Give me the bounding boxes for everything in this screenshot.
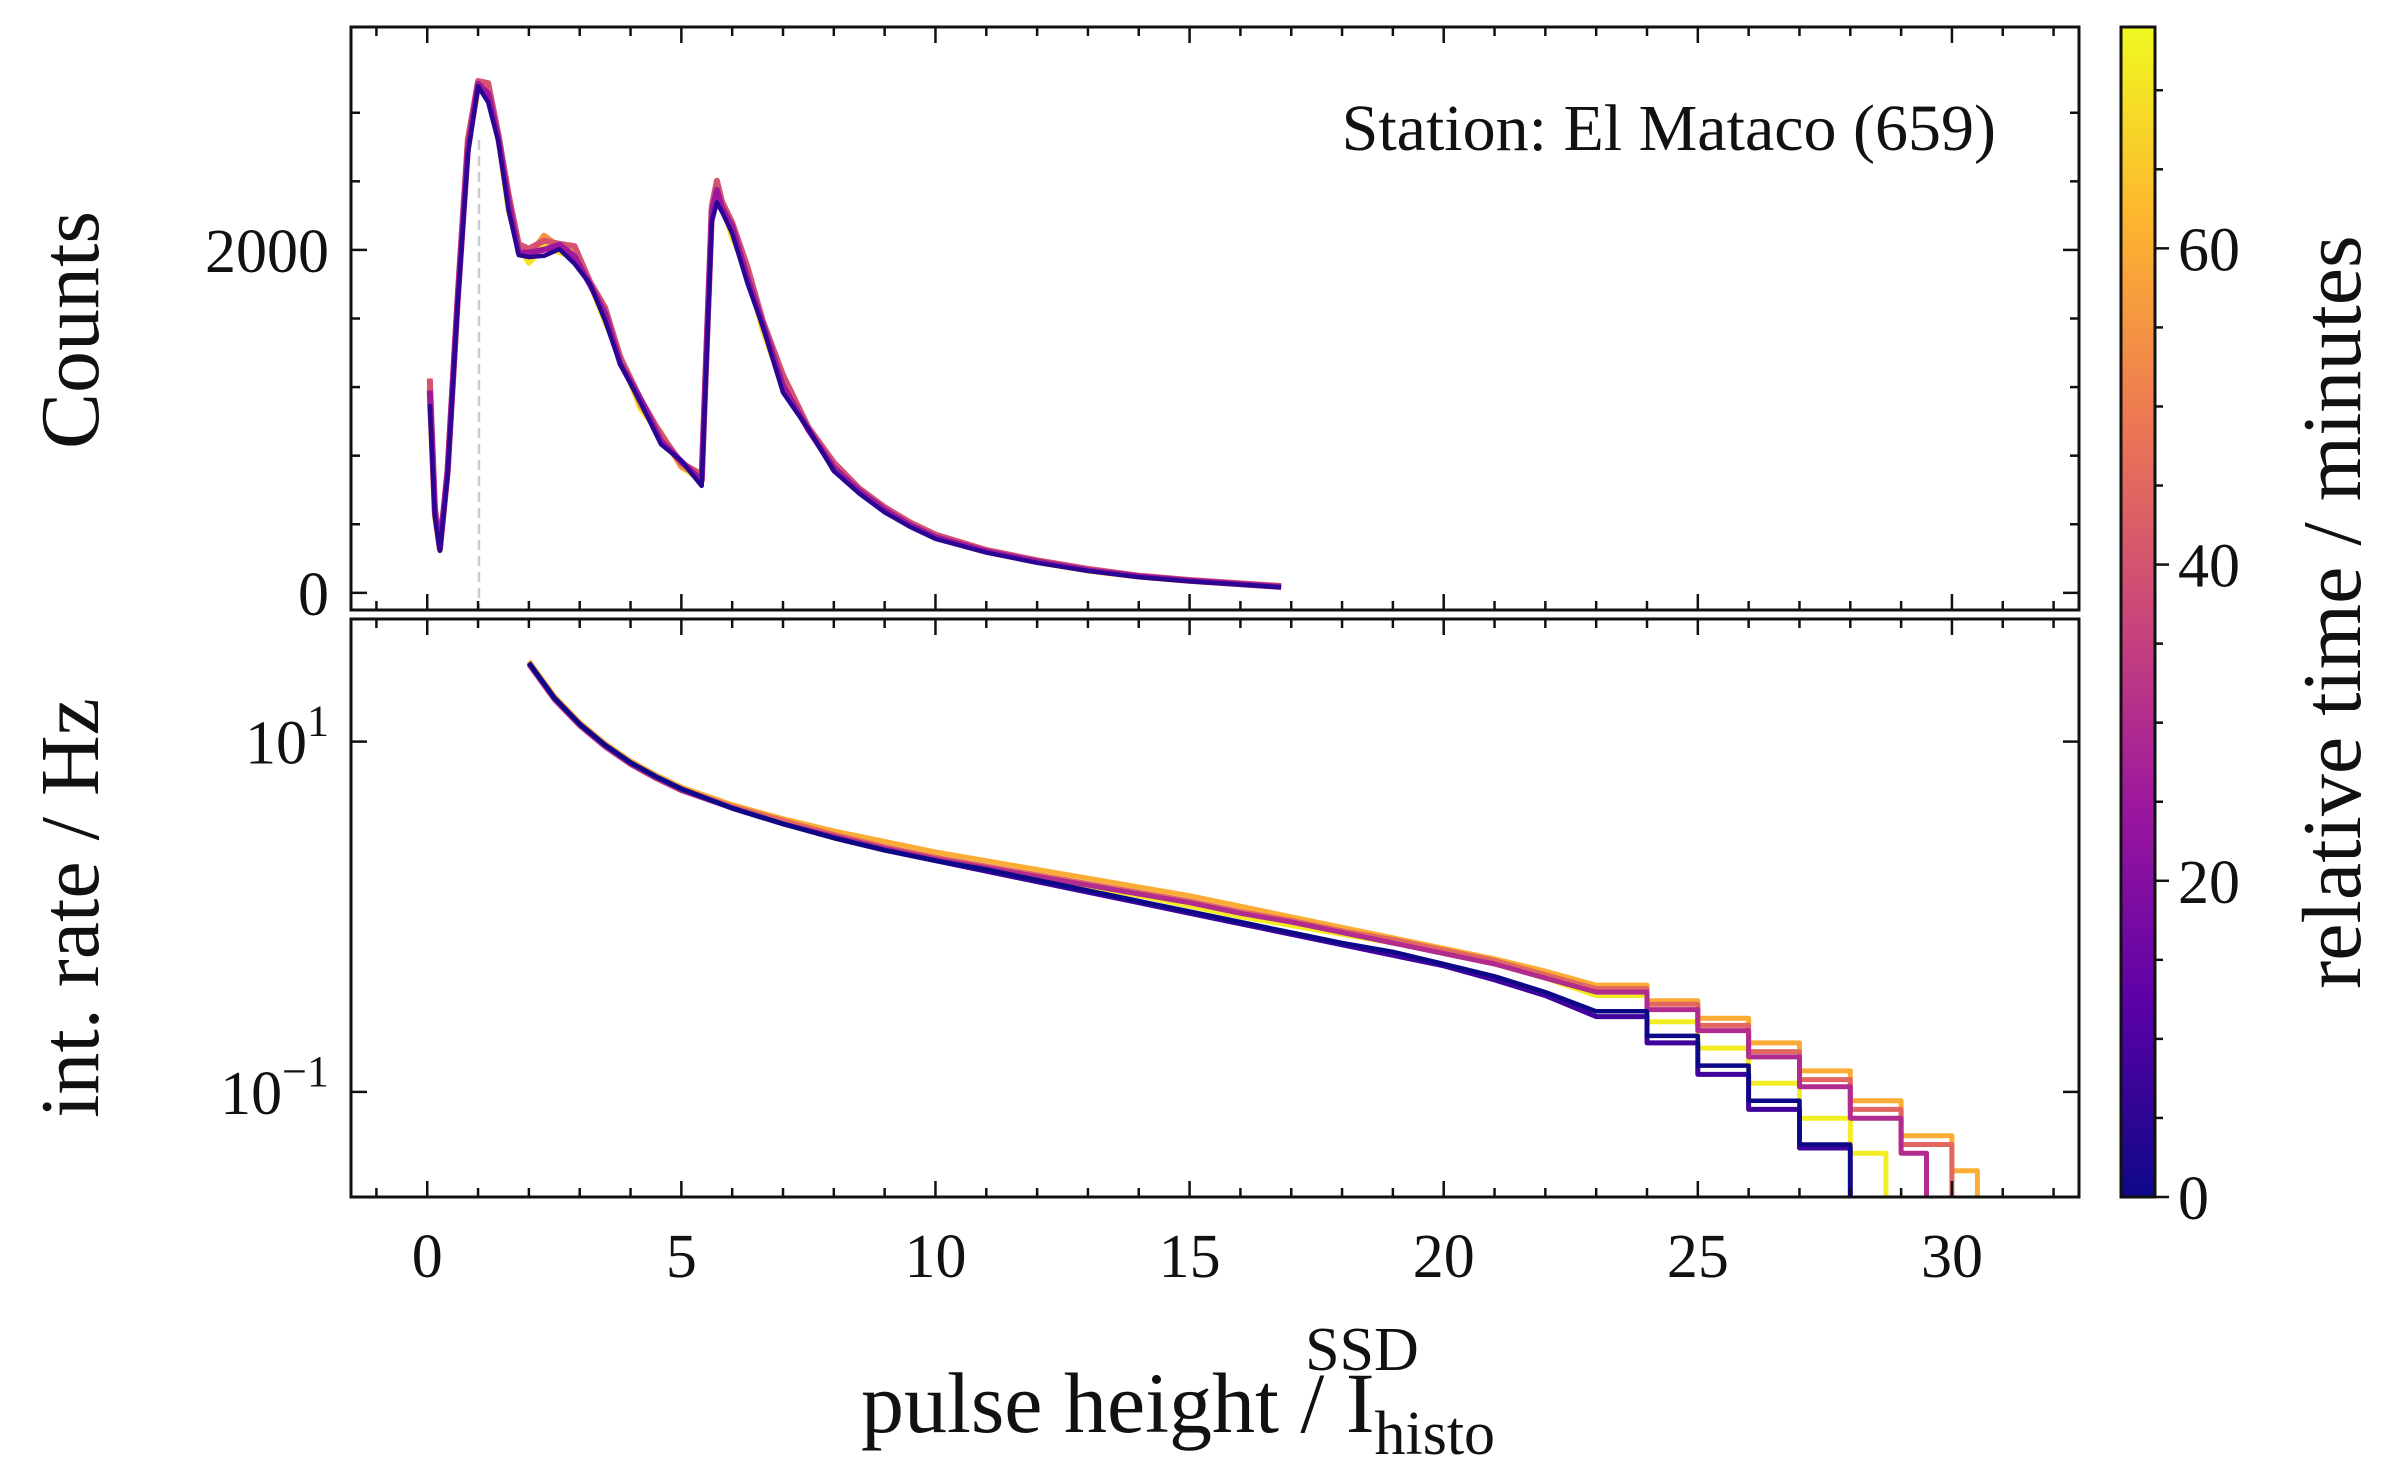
colorbar-tick-label: 0 <box>2178 1165 2209 1233</box>
colorbar-gradient <box>2121 27 2155 1197</box>
top-ylabel: Counts <box>24 211 117 449</box>
x-axis-label-sup: SSD <box>1305 1316 1419 1384</box>
y-tick-label: 10−1 <box>220 1047 329 1128</box>
x-tick-label: 15 <box>1159 1223 1221 1291</box>
bottom-frame <box>349 617 2081 1199</box>
bottom-series-line <box>527 661 1853 1197</box>
colorbar-ticks: 0 20 40 60 <box>2155 88 2240 1233</box>
x-tick-label: 30 <box>1921 1223 1983 1291</box>
colorbar-tick-label: 20 <box>2178 849 2240 917</box>
top-series-group <box>426 78 1282 590</box>
bottom-series-group <box>526 659 1980 1197</box>
top-ticks: 0 2000 <box>205 27 2079 629</box>
top-panel: 0 2000 Station: El Mataco (659) Counts <box>24 25 2081 629</box>
bottom-panel: 0 5 10 15 20 25 30 101 10−1 int. rate / Hz pulse… <box>24 617 2081 1468</box>
colorbar-frame <box>2119 25 2157 1199</box>
top-plot-area <box>351 27 2079 610</box>
x-tick-label: 20 <box>1413 1223 1475 1291</box>
colorbar-label: relative time / minutes <box>2286 235 2379 988</box>
x-tick-label: 10 <box>904 1223 966 1291</box>
colorbar-tick-label: 60 <box>2178 216 2240 284</box>
colorbar: 0 20 40 60 relative time / minutes <box>2119 25 2379 1233</box>
x-axis-label-sub: histo <box>1374 1400 1495 1468</box>
top-annotation: Station: El Mataco (659) <box>1342 92 1996 165</box>
bottom-ylabel: int. rate / Hz <box>24 698 117 1118</box>
top-series-line <box>427 84 1282 590</box>
x-tick-label: 0 <box>412 1223 443 1291</box>
x-axis-label: pulse height / Ihisto SSD <box>861 1316 1495 1468</box>
x-tick-label: 5 <box>666 1223 697 1291</box>
colorbar-tick-label: 40 <box>2178 533 2240 601</box>
x-tick-label: 25 <box>1667 1223 1729 1291</box>
bottom-ticks: 0 5 10 15 20 25 30 101 10−1 <box>220 619 2079 1291</box>
x-axis-label-main: pulse height / I <box>861 1355 1375 1451</box>
y-tick-label: 101 <box>245 697 329 778</box>
y-tick-label: 0 <box>298 561 329 629</box>
y-tick-label: 2000 <box>205 218 329 286</box>
